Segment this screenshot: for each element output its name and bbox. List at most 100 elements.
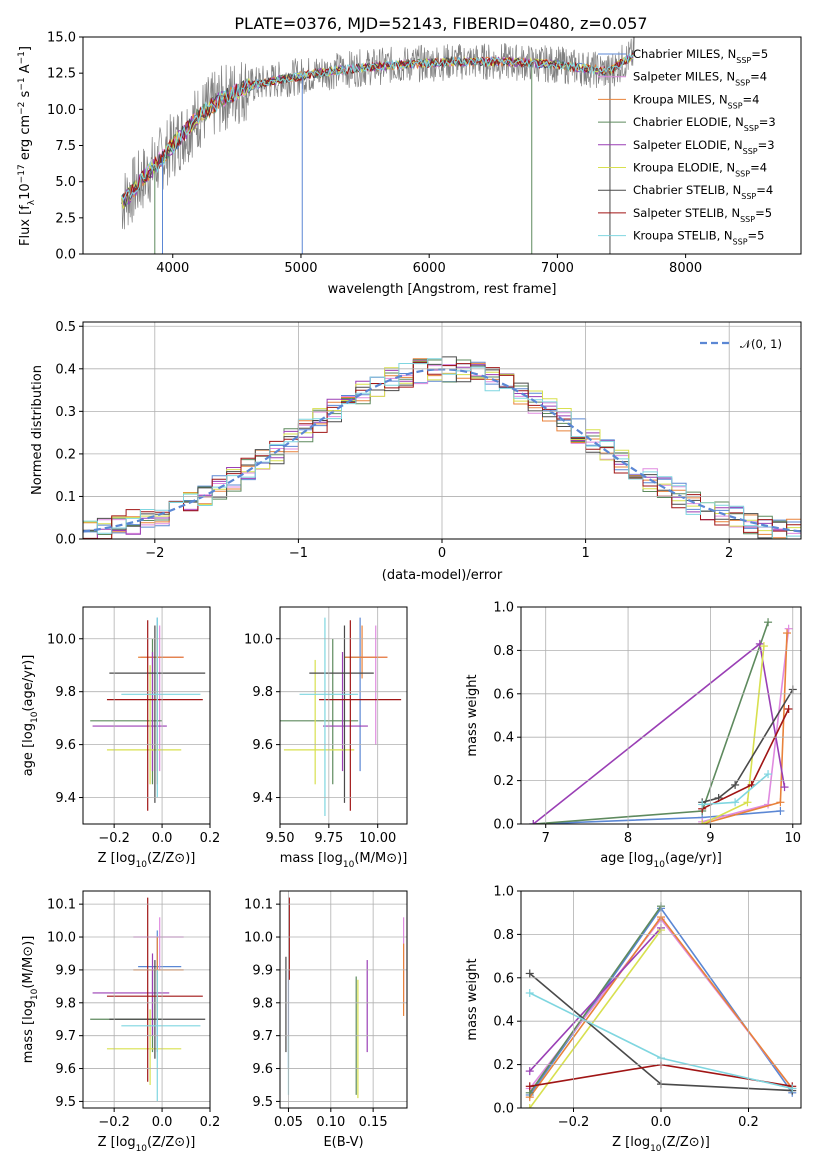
y-tick-label: 9.7: [252, 1029, 273, 1044]
legend-eq: =3: [758, 138, 775, 152]
y-tick-label: 0.2: [493, 1058, 514, 1073]
y-tick-label: 9.6: [252, 1062, 273, 1077]
x-axis-label: wavelength [Angstrom, rest frame]: [328, 282, 557, 297]
y-tick-label: 12.5: [47, 67, 76, 82]
legend-sub: SSP: [733, 237, 748, 246]
y-tick-label: 0.6: [493, 687, 514, 702]
legend-entry: Chabrier ELODIE, NSSP=3: [633, 115, 776, 133]
x-axis-label: E(B-V): [323, 1135, 363, 1150]
x-tick-label: 0.2: [200, 831, 221, 846]
plot-area: [285, 897, 405, 1099]
y-tick-label: 10.1: [47, 898, 76, 913]
label-part: ⊙: [21, 946, 36, 957]
axes-frame: [520, 606, 802, 825]
axes-frame: [82, 321, 802, 540]
legend-eq: =4: [756, 183, 773, 197]
legend-name: Kroupa STELIB, N: [633, 229, 733, 243]
y-tick-label: 10.0: [244, 632, 273, 647]
y-tick-label: 0.2: [493, 774, 514, 789]
y-axis-label: mass weight: [465, 674, 480, 756]
x-tick-label: 8000: [669, 261, 702, 276]
label-part: (M/M: [354, 851, 386, 866]
x-tick-label: −2: [145, 546, 164, 561]
x-axis-label: Z [log10(Z/Z⊙)]: [98, 851, 196, 870]
legend-sub: SSP: [735, 169, 750, 178]
age-vs-metallicity-panel: −0.2 0.0 0.29.49.69.810.0Z [log10(Z/Z⊙)]ag…: [21, 606, 221, 870]
label-part: s: [18, 90, 33, 101]
legend-name: Salpeter MILES, N: [633, 70, 735, 84]
y-tick-label: 0.4: [493, 731, 514, 746]
y-tick-label: 0.8: [493, 928, 514, 943]
label-part: 10: [136, 860, 148, 870]
x-tick-label: 0.10: [316, 1115, 345, 1130]
x-tick-label: 0.05: [274, 1115, 303, 1130]
label-part: Z [log: [612, 1135, 650, 1150]
y-tick-label: 10.0: [244, 931, 273, 946]
y-tick-label: 0.0: [493, 818, 514, 833]
y-tick-label: 9.8: [252, 996, 273, 1011]
label-part: −1: [17, 77, 27, 90]
label-part: 10: [136, 1144, 148, 1154]
x-tick-label: 1: [581, 546, 589, 561]
legend-sub: SSP: [744, 124, 759, 133]
x-axis-label: (data-model)/error: [382, 568, 503, 583]
legend-entry: Kroupa STELIB, NSSP=5: [633, 229, 764, 247]
model-spectrum-8: [121, 52, 634, 201]
model-spectrum-7: [121, 52, 634, 199]
legend-sub: SSP: [743, 146, 758, 155]
legend-sub: SSP: [740, 214, 755, 223]
mass-vs-metallicity-panel: −0.2 0.0 0.29.59.69.79.89.910.010.1Z [log1…: [21, 890, 221, 1154]
legend-name: Chabrier STELIB, N: [633, 183, 741, 197]
x-tick-label: 9: [706, 831, 714, 846]
label-part: ⊙: [174, 851, 185, 866]
label-part: Z [log: [98, 1135, 136, 1150]
x-tick-label: 6000: [413, 261, 446, 276]
plot-area: [90, 617, 206, 811]
mass-vs-extinction-panel: 0.05 0.10 0.15 9.5 9.6 9.7 9.8 9.9 10.0 10.1 E(B-V…: [244, 890, 408, 1150]
legend-entry: Salpeter MILES, NSSP=4: [633, 70, 767, 88]
label-part: (Z/Z: [147, 1135, 174, 1150]
x-tick-label: 0.2: [200, 1115, 221, 1130]
label-part: 10: [343, 860, 355, 870]
y-tick-label: 9.4: [252, 791, 273, 806]
legend-sub: SSP: [735, 78, 750, 87]
label-part: erg cm: [18, 115, 33, 164]
weight-line-4: [532, 642, 786, 824]
y-axis-label: Flux [fλ10−17 erg cm−2 s−1 A−1]: [17, 46, 37, 246]
x-tick-label: −0.2: [558, 1115, 590, 1130]
label-part: (age/yr)]: [21, 655, 36, 712]
label-part: )]: [397, 851, 407, 866]
y-tick-label: 15.0: [47, 31, 76, 46]
legend-entry: Salpeter ELODIE, NSSP=3: [633, 138, 775, 156]
y-tick-label: 0.3: [55, 405, 76, 420]
y-tick-label: 0.5: [55, 320, 76, 335]
legend-entry: Chabrier STELIB, NSSP=4: [633, 183, 773, 201]
x-tick-label: 0.2: [738, 1115, 759, 1130]
legend-name: Chabrier MILES, N: [633, 47, 736, 61]
label-part: (age/yr)]: [665, 851, 722, 866]
axes-frame: [82, 890, 211, 1109]
y-tick-label: 9.7: [55, 1029, 76, 1044]
legend-sub: SSP: [736, 56, 751, 65]
label-part: −2: [17, 102, 27, 115]
legend-eq: =5: [748, 229, 765, 243]
x-tick-label: 0.0: [152, 831, 173, 846]
axes-frame: [279, 606, 408, 825]
weight-line-4: [529, 927, 662, 1072]
x-tick-label: 4000: [156, 261, 189, 276]
label-part: age [log: [600, 851, 653, 866]
legend-eq: =4: [743, 92, 760, 106]
x-tick-label: 8: [624, 831, 632, 846]
label-part: Z [log: [98, 851, 136, 866]
y-tick-label: 0.2: [55, 447, 76, 462]
label-part: )]: [185, 851, 195, 866]
x-tick-label: −0.2: [98, 1115, 130, 1130]
x-tick-label: 0.15: [359, 1115, 388, 1130]
y-axis-label: mass [log10(M/M⊙)]: [21, 936, 40, 1064]
x-tick-label: 0: [438, 546, 446, 561]
y-tick-label: 1.0: [493, 885, 514, 900]
figure-title: PLATE=0376, MJD=52143, FIBERID=0480, z=0…: [234, 14, 647, 33]
y-tick-label: 10.0: [47, 103, 76, 118]
legend-eq: =5: [751, 47, 768, 61]
legend-name: Kroupa MILES, N: [633, 92, 728, 106]
